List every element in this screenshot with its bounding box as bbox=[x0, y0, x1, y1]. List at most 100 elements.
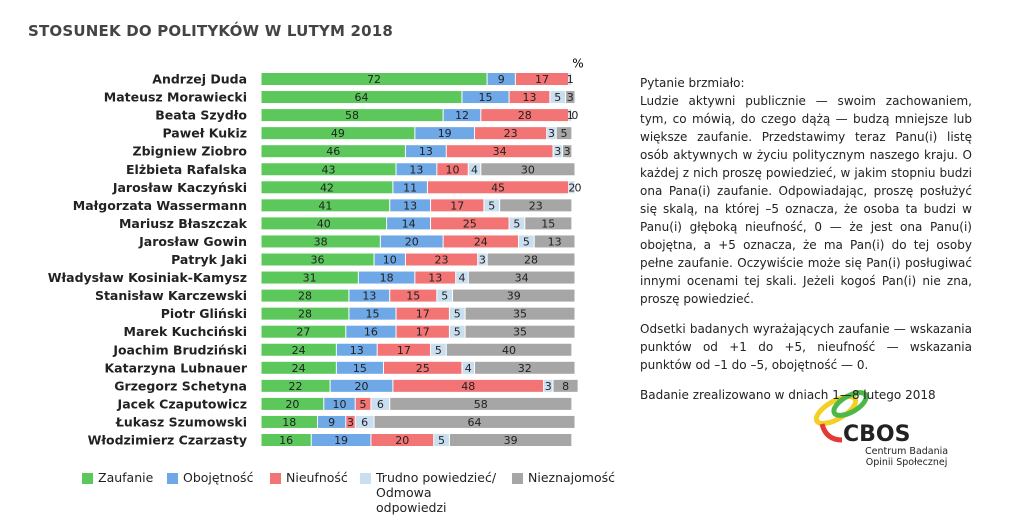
bar-segment bbox=[311, 434, 371, 446]
bar-segment bbox=[534, 235, 575, 248]
value-label: 18 bbox=[380, 272, 394, 285]
bar-segment bbox=[377, 343, 431, 356]
legend-label: Zaufanie bbox=[98, 470, 154, 485]
value-label: 25 bbox=[463, 217, 477, 230]
bar-segment bbox=[396, 307, 449, 320]
bar-segment bbox=[431, 217, 509, 230]
bar-segment bbox=[453, 289, 575, 302]
bar-segment bbox=[443, 235, 518, 248]
value-label: 13 bbox=[428, 272, 442, 285]
value-label: 19 bbox=[438, 127, 452, 140]
bar-segment bbox=[481, 109, 569, 122]
bar-segment bbox=[468, 163, 481, 176]
bar-segment bbox=[456, 271, 468, 284]
value-label: 35 bbox=[513, 308, 527, 321]
value-label: 64 bbox=[354, 91, 368, 104]
bar-segment bbox=[468, 271, 575, 284]
logo-subtitle: Centrum Badania Opinii Społecznej bbox=[865, 446, 948, 468]
bar-segment bbox=[518, 235, 534, 248]
value-label: 42 bbox=[320, 181, 334, 194]
question-label: Pytanie brzmiało: bbox=[640, 76, 745, 90]
bar-segment bbox=[481, 163, 575, 176]
value-label: 40 bbox=[317, 217, 331, 230]
bar-segment bbox=[355, 397, 371, 410]
value-label: 0 bbox=[571, 109, 578, 122]
value-label: 28 bbox=[298, 308, 312, 321]
bar-segment bbox=[465, 307, 575, 320]
bar-segment bbox=[374, 415, 575, 428]
value-label: 5 bbox=[441, 290, 448, 303]
legend-label: Trudno powiedzieć/ Odmowa odpowiedzi bbox=[376, 470, 497, 515]
value-label: 5 bbox=[554, 91, 561, 104]
bar-segment bbox=[393, 379, 544, 392]
value-label: 1 bbox=[567, 73, 574, 86]
bar-segment bbox=[261, 253, 374, 266]
value-label: 38 bbox=[314, 235, 328, 248]
value-label: 3 bbox=[567, 91, 574, 104]
value-label: 19 bbox=[334, 434, 348, 447]
bar-segment bbox=[371, 397, 390, 410]
chart-title: STOSUNEK DO POLITYKÓW W LUTYM 2018 bbox=[28, 22, 394, 40]
logo-line: Centrum Badania bbox=[865, 446, 949, 457]
value-label: 4 bbox=[465, 362, 472, 375]
value-label: 17 bbox=[450, 199, 464, 212]
value-label: 6 bbox=[361, 416, 368, 429]
bar-segment bbox=[446, 145, 553, 158]
value-label: 3 bbox=[548, 127, 555, 140]
bar-segment bbox=[261, 199, 390, 212]
legend-item: Nieznajomość bbox=[512, 470, 615, 485]
bar-segment bbox=[405, 253, 478, 266]
value-label: 27 bbox=[296, 326, 310, 339]
value-label: 5 bbox=[561, 127, 568, 140]
bar-segment bbox=[509, 217, 525, 230]
value-label: 46 bbox=[326, 145, 340, 158]
bar-segment bbox=[569, 181, 575, 194]
value-label: 72 bbox=[367, 73, 381, 86]
bar-segment bbox=[261, 307, 349, 320]
bar-segment bbox=[318, 415, 346, 428]
bar-segment bbox=[475, 127, 547, 140]
value-label: 36 bbox=[311, 254, 325, 267]
bar-segment bbox=[405, 145, 446, 158]
value-label: 3 bbox=[545, 380, 552, 393]
value-label: 16 bbox=[364, 326, 378, 339]
value-label: 64 bbox=[468, 416, 482, 429]
value-label: 9 bbox=[328, 416, 335, 429]
legend-label: Obojętność bbox=[183, 470, 254, 485]
bar-segment bbox=[396, 163, 437, 176]
bar-segment bbox=[261, 397, 324, 410]
survey-date: Badanie zrealizowano w dniach 1—8 lutego… bbox=[640, 388, 936, 402]
value-label: 39 bbox=[507, 290, 521, 303]
legend-item: Zaufanie bbox=[82, 470, 153, 485]
bar-segment bbox=[566, 91, 575, 104]
value-label: 30 bbox=[521, 163, 535, 176]
value-label: 3 bbox=[554, 145, 561, 158]
value-label: 15 bbox=[353, 362, 367, 375]
value-label: 11 bbox=[403, 181, 417, 194]
value-label: 32 bbox=[518, 362, 532, 375]
value-label: 16 bbox=[279, 434, 293, 447]
bar-segment bbox=[462, 361, 475, 374]
bar-segment bbox=[261, 145, 405, 158]
bar-segment bbox=[387, 217, 431, 230]
category-label: Jacek Czaputowicz bbox=[117, 396, 247, 411]
bar-segment bbox=[415, 127, 475, 140]
logo-line: Opinii Społecznej bbox=[865, 457, 948, 468]
bar-segment bbox=[525, 217, 572, 230]
value-label: 10 bbox=[333, 398, 347, 411]
value-label: 20 bbox=[354, 380, 368, 393]
bar-segment bbox=[261, 379, 330, 392]
value-label: 28 bbox=[518, 109, 532, 122]
bar-segment bbox=[462, 91, 509, 104]
bar-segment bbox=[431, 343, 446, 356]
bar-segment bbox=[500, 199, 572, 212]
bar-segment bbox=[374, 253, 405, 266]
legend-swatch bbox=[270, 473, 281, 484]
value-label: 28 bbox=[298, 290, 312, 303]
value-label: 28 bbox=[524, 254, 538, 267]
value-label: 13 bbox=[350, 344, 364, 357]
bar-segment bbox=[324, 397, 355, 410]
bar-segment bbox=[449, 434, 572, 446]
bar-segment bbox=[475, 361, 575, 374]
bar-segment bbox=[569, 73, 572, 85]
